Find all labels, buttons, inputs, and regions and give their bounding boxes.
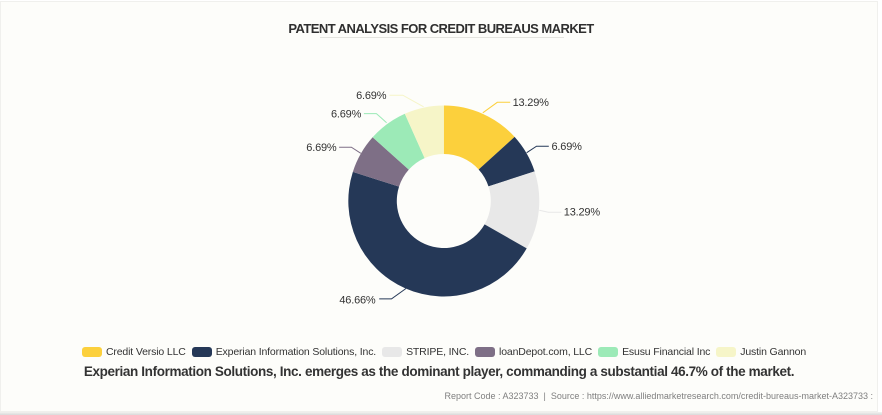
svg-text:6.69%: 6.69% xyxy=(306,142,337,154)
svg-text:13.29%: 13.29% xyxy=(564,207,601,219)
svg-text:6.69%: 6.69% xyxy=(552,141,583,153)
svg-text:6.69%: 6.69% xyxy=(356,90,387,102)
svg-text:6.69%: 6.69% xyxy=(331,109,362,121)
svg-text:46.66%: 46.66% xyxy=(339,294,376,306)
svg-text:13.29%: 13.29% xyxy=(513,97,550,109)
